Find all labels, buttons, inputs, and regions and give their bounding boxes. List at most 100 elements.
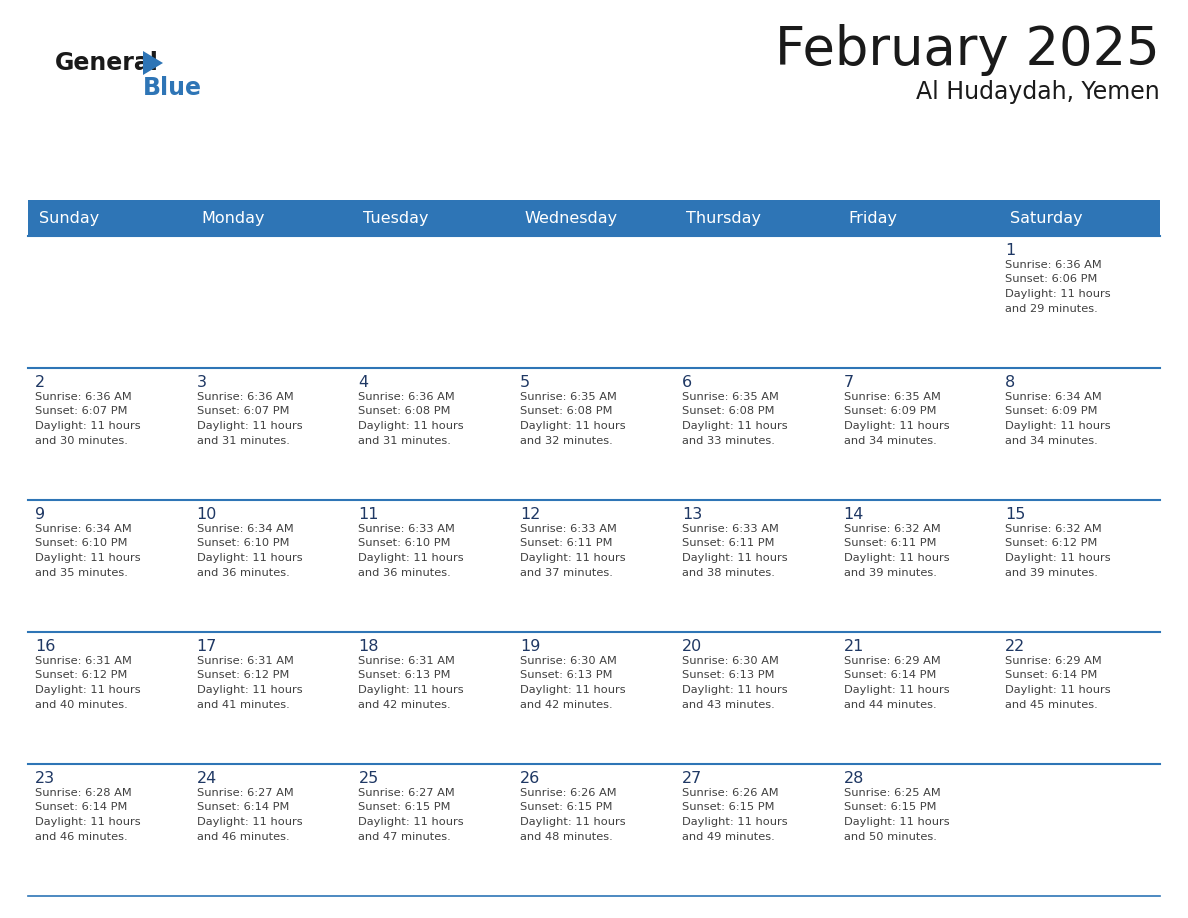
- Text: and 39 minutes.: and 39 minutes.: [843, 567, 936, 577]
- Text: and 37 minutes.: and 37 minutes.: [520, 567, 613, 577]
- Text: Sunrise: 6:29 AM: Sunrise: 6:29 AM: [1005, 656, 1102, 666]
- Text: 27: 27: [682, 771, 702, 786]
- Text: Daylight: 11 hours: Daylight: 11 hours: [520, 685, 626, 695]
- Text: Daylight: 11 hours: Daylight: 11 hours: [34, 421, 140, 431]
- Text: and 40 minutes.: and 40 minutes.: [34, 700, 128, 710]
- Text: Daylight: 11 hours: Daylight: 11 hours: [682, 421, 788, 431]
- Text: Sunrise: 6:29 AM: Sunrise: 6:29 AM: [843, 656, 941, 666]
- Text: Monday: Monday: [201, 210, 265, 226]
- Text: Saturday: Saturday: [1010, 210, 1082, 226]
- Text: 2: 2: [34, 375, 45, 390]
- Text: Sunrise: 6:33 AM: Sunrise: 6:33 AM: [682, 524, 778, 534]
- Text: 1: 1: [1005, 243, 1016, 258]
- Text: and 44 minutes.: and 44 minutes.: [843, 700, 936, 710]
- Text: Daylight: 11 hours: Daylight: 11 hours: [682, 553, 788, 563]
- Text: Sunrise: 6:32 AM: Sunrise: 6:32 AM: [1005, 524, 1102, 534]
- Text: 28: 28: [843, 771, 864, 786]
- Text: Daylight: 11 hours: Daylight: 11 hours: [1005, 421, 1111, 431]
- Text: Sunrise: 6:32 AM: Sunrise: 6:32 AM: [843, 524, 941, 534]
- Text: Daylight: 11 hours: Daylight: 11 hours: [682, 817, 788, 827]
- Bar: [836, 200, 998, 236]
- Text: Sunday: Sunday: [39, 210, 100, 226]
- Text: Sunset: 6:15 PM: Sunset: 6:15 PM: [520, 802, 613, 812]
- Text: Sunrise: 6:30 AM: Sunrise: 6:30 AM: [682, 656, 778, 666]
- Polygon shape: [143, 51, 163, 75]
- Text: 15: 15: [1005, 507, 1025, 522]
- Bar: [29, 200, 190, 236]
- Text: Sunset: 6:10 PM: Sunset: 6:10 PM: [359, 539, 451, 548]
- Text: 12: 12: [520, 507, 541, 522]
- Text: Sunrise: 6:31 AM: Sunrise: 6:31 AM: [359, 656, 455, 666]
- Text: and 39 minutes.: and 39 minutes.: [1005, 567, 1098, 577]
- Text: 7: 7: [843, 375, 854, 390]
- Text: Daylight: 11 hours: Daylight: 11 hours: [197, 553, 302, 563]
- Text: 11: 11: [359, 507, 379, 522]
- Text: Sunrise: 6:27 AM: Sunrise: 6:27 AM: [359, 788, 455, 798]
- Text: Daylight: 11 hours: Daylight: 11 hours: [359, 685, 465, 695]
- Text: Daylight: 11 hours: Daylight: 11 hours: [520, 553, 626, 563]
- Bar: [675, 200, 836, 236]
- Text: Sunset: 6:12 PM: Sunset: 6:12 PM: [34, 670, 127, 680]
- Text: Sunrise: 6:36 AM: Sunrise: 6:36 AM: [359, 392, 455, 402]
- Text: Sunrise: 6:31 AM: Sunrise: 6:31 AM: [197, 656, 293, 666]
- Text: 5: 5: [520, 375, 530, 390]
- Text: Sunrise: 6:28 AM: Sunrise: 6:28 AM: [34, 788, 132, 798]
- Text: Daylight: 11 hours: Daylight: 11 hours: [197, 817, 302, 827]
- Text: Sunset: 6:08 PM: Sunset: 6:08 PM: [359, 407, 451, 417]
- Text: and 30 minutes.: and 30 minutes.: [34, 435, 128, 445]
- Text: and 34 minutes.: and 34 minutes.: [843, 435, 936, 445]
- Text: and 33 minutes.: and 33 minutes.: [682, 435, 775, 445]
- Text: Daylight: 11 hours: Daylight: 11 hours: [359, 817, 465, 827]
- Text: Daylight: 11 hours: Daylight: 11 hours: [520, 421, 626, 431]
- Text: Daylight: 11 hours: Daylight: 11 hours: [1005, 685, 1111, 695]
- Text: General: General: [55, 51, 159, 75]
- Text: 21: 21: [843, 639, 864, 654]
- Text: 9: 9: [34, 507, 45, 522]
- Text: 22: 22: [1005, 639, 1025, 654]
- Text: and 47 minutes.: and 47 minutes.: [359, 832, 451, 842]
- Text: Sunset: 6:14 PM: Sunset: 6:14 PM: [1005, 670, 1098, 680]
- Text: and 42 minutes.: and 42 minutes.: [520, 700, 613, 710]
- Bar: [998, 200, 1159, 236]
- Text: 4: 4: [359, 375, 368, 390]
- Text: February 2025: February 2025: [776, 24, 1159, 76]
- Text: Sunset: 6:09 PM: Sunset: 6:09 PM: [843, 407, 936, 417]
- Text: Sunset: 6:09 PM: Sunset: 6:09 PM: [1005, 407, 1098, 417]
- Text: Tuesday: Tuesday: [362, 210, 428, 226]
- Text: Sunset: 6:11 PM: Sunset: 6:11 PM: [843, 539, 936, 548]
- Text: Sunrise: 6:36 AM: Sunrise: 6:36 AM: [1005, 260, 1102, 270]
- Text: Daylight: 11 hours: Daylight: 11 hours: [843, 553, 949, 563]
- Text: Sunrise: 6:36 AM: Sunrise: 6:36 AM: [34, 392, 132, 402]
- Text: Sunrise: 6:31 AM: Sunrise: 6:31 AM: [34, 656, 132, 666]
- Text: Sunrise: 6:34 AM: Sunrise: 6:34 AM: [197, 524, 293, 534]
- Text: Sunrise: 6:25 AM: Sunrise: 6:25 AM: [843, 788, 941, 798]
- Text: Daylight: 11 hours: Daylight: 11 hours: [359, 421, 465, 431]
- Text: Daylight: 11 hours: Daylight: 11 hours: [34, 817, 140, 827]
- Text: Sunset: 6:08 PM: Sunset: 6:08 PM: [682, 407, 775, 417]
- Text: 25: 25: [359, 771, 379, 786]
- Text: and 34 minutes.: and 34 minutes.: [1005, 435, 1098, 445]
- Bar: [513, 200, 675, 236]
- Text: 6: 6: [682, 375, 691, 390]
- Text: Sunrise: 6:26 AM: Sunrise: 6:26 AM: [682, 788, 778, 798]
- Text: 24: 24: [197, 771, 217, 786]
- Text: Thursday: Thursday: [687, 210, 762, 226]
- Bar: [29, 236, 1159, 368]
- Text: Sunset: 6:07 PM: Sunset: 6:07 PM: [197, 407, 289, 417]
- Text: and 46 minutes.: and 46 minutes.: [197, 832, 290, 842]
- Text: Sunset: 6:06 PM: Sunset: 6:06 PM: [1005, 274, 1098, 285]
- Text: and 45 minutes.: and 45 minutes.: [1005, 700, 1098, 710]
- Text: Sunrise: 6:34 AM: Sunrise: 6:34 AM: [34, 524, 132, 534]
- Text: and 42 minutes.: and 42 minutes.: [359, 700, 451, 710]
- Text: Sunset: 6:15 PM: Sunset: 6:15 PM: [359, 802, 451, 812]
- Text: and 38 minutes.: and 38 minutes.: [682, 567, 775, 577]
- Text: 26: 26: [520, 771, 541, 786]
- Text: 16: 16: [34, 639, 56, 654]
- Text: Sunset: 6:13 PM: Sunset: 6:13 PM: [359, 670, 451, 680]
- Text: Sunset: 6:10 PM: Sunset: 6:10 PM: [197, 539, 289, 548]
- Text: Al Hudaydah, Yemen: Al Hudaydah, Yemen: [916, 80, 1159, 104]
- Text: Daylight: 11 hours: Daylight: 11 hours: [359, 553, 465, 563]
- Text: Sunrise: 6:36 AM: Sunrise: 6:36 AM: [197, 392, 293, 402]
- Text: Sunset: 6:08 PM: Sunset: 6:08 PM: [520, 407, 613, 417]
- Text: Sunset: 6:10 PM: Sunset: 6:10 PM: [34, 539, 127, 548]
